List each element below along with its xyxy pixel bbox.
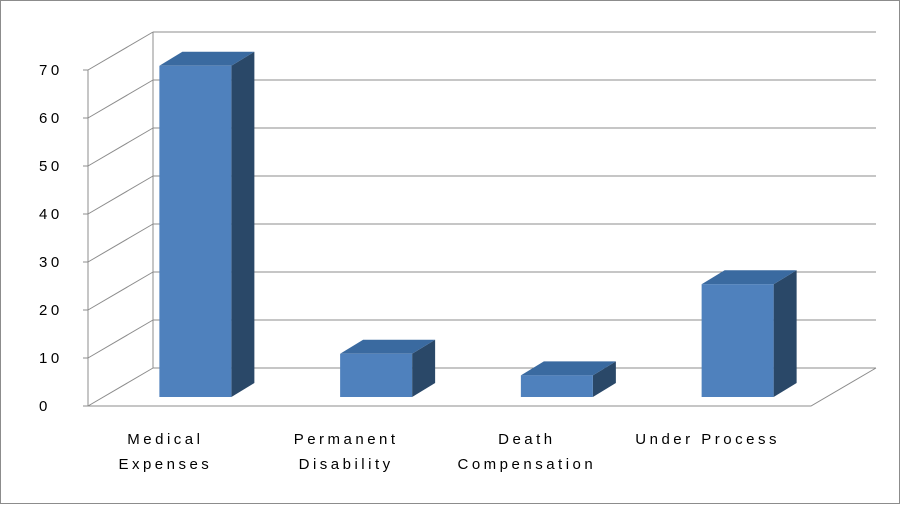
x-tick-label: Medical [127,431,203,448]
x-tick-label: Death [498,431,556,448]
floor-edge [88,367,877,407]
bar [159,65,232,398]
x-tick-label: Compensation [458,456,597,473]
x-tick-label: Disability [299,456,394,473]
y-tick-label: 70 [39,62,63,79]
bar-side [412,339,436,397]
bar [520,375,593,397]
bar-top [520,361,616,376]
y-tick-label: 30 [39,254,63,271]
y-tick-label: 0 [39,398,51,415]
x-tick-label: Expenses [118,456,212,473]
gridline-side [87,223,154,263]
gridline-side [87,79,154,119]
gridline-side [87,271,154,311]
bar [340,353,413,397]
bar-side [231,51,255,398]
bar [701,284,774,397]
gridline-side [87,319,154,359]
gridline-side [87,31,154,71]
bar-top [340,339,436,354]
bar-side [592,361,616,397]
y-tick-label: 40 [39,206,63,223]
bar-side [773,270,797,397]
bar-top [701,270,797,285]
floor-side-edge [87,367,154,407]
x-tick-label: Under Process [635,431,780,448]
y-tick-label: 50 [39,158,63,175]
y-tick-label: 60 [39,110,63,127]
y-tick-label: 10 [39,350,63,367]
y-tick-label: 20 [39,302,63,319]
gridline-side [87,127,154,167]
bar-top [159,51,255,66]
x-tick-label: Permanent [294,431,399,448]
gridline-side [87,175,154,215]
